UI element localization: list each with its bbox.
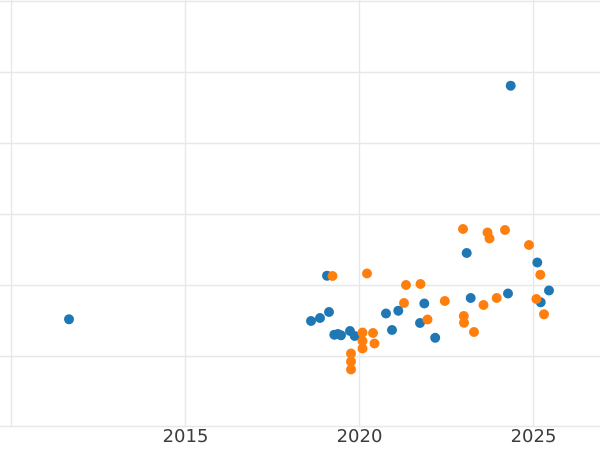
data-point-orange [459, 317, 469, 328]
data-point-blue [465, 293, 476, 303]
data-point-orange [401, 280, 411, 290]
data-point-orange [327, 271, 338, 281]
data-point-blue [315, 313, 325, 323]
data-point-orange [469, 327, 479, 337]
data-point-orange [422, 314, 433, 325]
data-point-blue [349, 331, 360, 341]
data-point-orange [484, 233, 495, 244]
data-point-blue [64, 314, 74, 325]
data-point-orange [524, 240, 534, 250]
data-point-blue [503, 288, 513, 299]
data-point-orange [357, 343, 368, 354]
data-point-blue [336, 330, 346, 341]
data-point-blue [387, 325, 397, 335]
data-point-blue [532, 257, 543, 268]
data-point-orange [478, 300, 489, 310]
data-point-orange [357, 327, 368, 338]
data-point-orange [346, 356, 356, 367]
data-point-blue [544, 285, 554, 296]
data-point-orange [500, 225, 510, 235]
data-point-orange [531, 294, 542, 304]
data-point-orange [346, 348, 356, 359]
data-point-blue [461, 248, 472, 258]
data-point-orange [535, 269, 546, 280]
data-point-orange [415, 279, 426, 289]
data-point-blue [306, 316, 316, 326]
data-point-orange [362, 268, 372, 279]
x-tick-label-2025: 2025 [510, 426, 557, 447]
data-point-orange [539, 309, 549, 320]
data-point-orange [491, 293, 502, 303]
data-point-orange [458, 224, 468, 234]
data-points [64, 80, 554, 375]
data-point-blue [415, 318, 425, 328]
gridlines [0, 0, 600, 428]
x-tick-label-2015: 2015 [162, 426, 209, 447]
data-point-orange [368, 328, 378, 338]
data-point-orange [357, 336, 368, 346]
data-point-orange [369, 338, 380, 349]
data-point-orange [399, 298, 409, 308]
x-tick-label-2020: 2020 [336, 426, 383, 447]
data-point-blue [419, 298, 430, 309]
data-point-blue [381, 308, 391, 319]
data-point-blue [430, 332, 441, 343]
data-point-blue [393, 305, 404, 316]
data-point-blue [324, 307, 334, 317]
data-point-orange [439, 296, 450, 306]
data-point-blue [505, 80, 516, 91]
data-point-orange [346, 364, 356, 375]
